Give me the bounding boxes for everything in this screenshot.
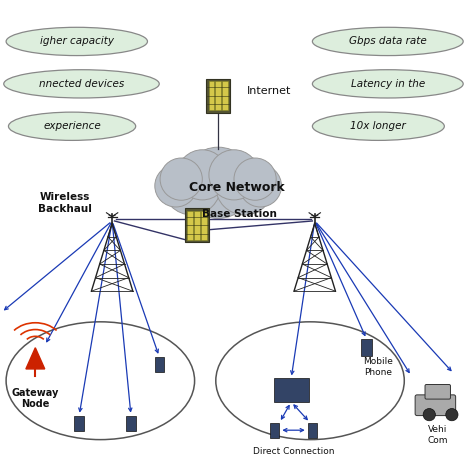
- Circle shape: [234, 158, 276, 200]
- Ellipse shape: [312, 112, 444, 140]
- Text: Core Network: Core Network: [189, 181, 285, 194]
- Circle shape: [239, 165, 282, 207]
- Text: Wireless
Backhaul: Wireless Backhaul: [38, 192, 92, 214]
- Text: Vehi
Com: Vehi Com: [427, 426, 447, 445]
- FancyBboxPatch shape: [415, 395, 456, 416]
- Circle shape: [446, 409, 458, 421]
- FancyBboxPatch shape: [222, 81, 228, 110]
- Text: Direct Connection: Direct Connection: [253, 447, 334, 456]
- Text: igher capacity: igher capacity: [40, 36, 114, 46]
- FancyBboxPatch shape: [216, 81, 221, 110]
- Text: nnected devices: nnected devices: [39, 79, 124, 89]
- FancyBboxPatch shape: [187, 210, 193, 240]
- Text: Internet: Internet: [246, 86, 291, 96]
- Circle shape: [182, 147, 254, 219]
- FancyBboxPatch shape: [361, 339, 372, 356]
- Text: Base Station: Base Station: [202, 209, 277, 219]
- FancyBboxPatch shape: [308, 423, 317, 438]
- Circle shape: [160, 158, 202, 200]
- Polygon shape: [26, 348, 45, 369]
- Ellipse shape: [9, 112, 136, 140]
- Circle shape: [177, 150, 228, 200]
- FancyBboxPatch shape: [201, 210, 207, 240]
- Ellipse shape: [312, 27, 463, 55]
- Circle shape: [423, 409, 436, 421]
- FancyBboxPatch shape: [273, 378, 309, 402]
- Circle shape: [216, 157, 273, 215]
- FancyBboxPatch shape: [155, 357, 164, 372]
- Text: 10x longer: 10x longer: [350, 121, 406, 131]
- Text: Latency in the: Latency in the: [351, 79, 425, 89]
- FancyBboxPatch shape: [425, 384, 450, 399]
- Ellipse shape: [312, 70, 463, 98]
- Text: Gateway
Node: Gateway Node: [12, 388, 59, 410]
- Circle shape: [163, 157, 221, 215]
- Text: Gbps data rate: Gbps data rate: [349, 36, 427, 46]
- FancyBboxPatch shape: [209, 81, 214, 110]
- FancyBboxPatch shape: [270, 423, 279, 438]
- Ellipse shape: [6, 27, 147, 55]
- FancyBboxPatch shape: [206, 79, 230, 113]
- Text: Mobile
Phone: Mobile Phone: [364, 357, 393, 376]
- FancyBboxPatch shape: [194, 210, 200, 240]
- Circle shape: [209, 150, 259, 200]
- Ellipse shape: [4, 70, 159, 98]
- FancyBboxPatch shape: [126, 416, 136, 431]
- Circle shape: [155, 165, 197, 207]
- FancyBboxPatch shape: [74, 416, 84, 431]
- Text: experience: experience: [43, 121, 101, 131]
- FancyBboxPatch shape: [185, 208, 209, 242]
